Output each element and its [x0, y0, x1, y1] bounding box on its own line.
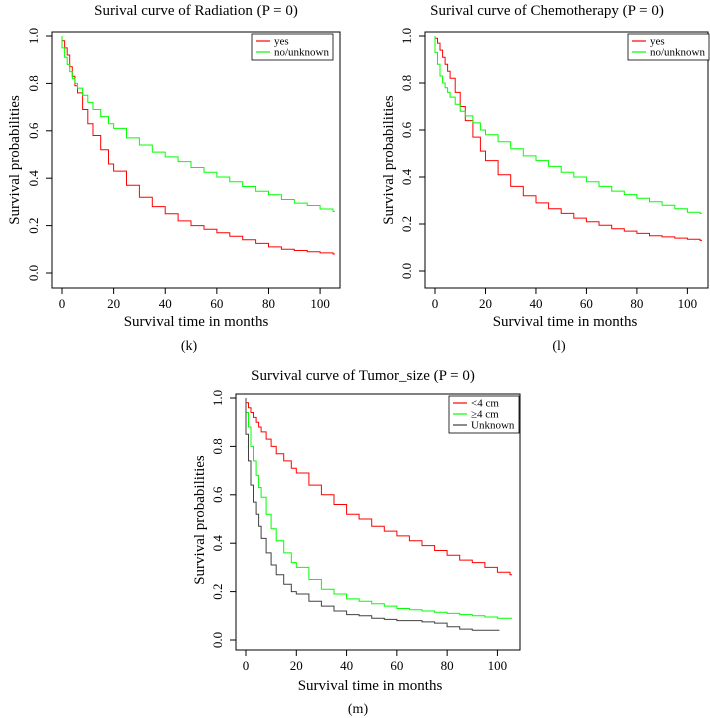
- chart-title: Surival curve of Radiation (P = 0): [94, 3, 298, 19]
- chart-title: Survival curve of Tumor_size (P = 0): [251, 368, 475, 384]
- x-axis-label: Survival time in months: [493, 314, 638, 330]
- x-tick-label: 0: [59, 296, 66, 311]
- x-tick-label: 80: [262, 296, 275, 311]
- series-line--4-cm: [245, 398, 512, 576]
- y-tick-label: 0.2: [399, 216, 414, 232]
- y-tick-label: 0.4: [399, 168, 414, 185]
- chart-marks: 0 20 40 60 80 100 0.0 0.2 0.4 0.6 0.8 1.0 yesno/unkn…: [399, 28, 710, 311]
- y-tick-label: 0.0: [399, 263, 414, 279]
- y-tick-label: 0.6: [399, 121, 414, 138]
- y-tick-label: 0.8: [210, 438, 225, 454]
- y-axis-label: Survival probabilities: [381, 95, 397, 225]
- plot-frame: [424, 31, 709, 289]
- chart-panel-chemotherapy: Surival curve of Chemotherapy (P = 0) 0 2…: [381, 3, 710, 354]
- legend-label: no/unknown: [274, 47, 330, 59]
- y-tick-label: 0.4: [210, 535, 225, 552]
- x-tick-label: 80: [630, 296, 643, 311]
- x-tick-label: 20: [107, 296, 120, 311]
- chart-panel-radiation: Surival curve of Radiation (P = 0) 0 20 40…: [7, 3, 341, 354]
- y-tick-label: 0.6: [26, 122, 41, 139]
- x-tick-label: 60: [210, 296, 223, 311]
- y-axis-label: Survival probabilities: [192, 455, 208, 585]
- series-line-yes: [61, 36, 335, 255]
- x-axis-label: Survival time in months: [298, 678, 443, 694]
- series-line-yes: [434, 36, 702, 241]
- x-tick-label: 20: [479, 296, 492, 311]
- y-tick-label: 0.4: [26, 170, 41, 187]
- x-tick-label: 100: [488, 658, 508, 673]
- series-line--4-cm: [245, 398, 512, 619]
- legend-label: ≥4 cm: [471, 409, 499, 421]
- x-axis-label: Survival time in months: [124, 314, 269, 330]
- chart-panel-tumor-size: Survival curve of Tumor_size (P = 0) 0 20…: [192, 368, 521, 717]
- y-tick-label: 1.0: [26, 28, 41, 44]
- x-tick-label: 80: [441, 658, 454, 673]
- y-tick-label: 1.0: [210, 390, 225, 406]
- x-tick-label: 20: [290, 658, 303, 673]
- chart-marks: 0 20 40 60 80 100 0.0 0.2 0.4 0.6 0.8 1.0 yesno/unkn…: [26, 28, 335, 311]
- chart-marks: 0 20 40 60 80 100 0.0 0.2 0.4 0.6 0.8 1.0 <4 cm≥4 cm…: [210, 390, 520, 673]
- y-tick-label: 0.6: [210, 486, 225, 503]
- series-line-unknown: [245, 398, 500, 631]
- y-tick-label: 0.8: [399, 75, 414, 91]
- y-axis-label: Survival probabilities: [7, 95, 23, 225]
- panel-caption: (m): [348, 702, 369, 717]
- x-tick-label: 0: [432, 296, 439, 311]
- plot-frame: [51, 31, 341, 289]
- series-line-no-unknown: [61, 36, 335, 212]
- series-line-no-unknown: [434, 36, 702, 214]
- x-tick-label: 0: [243, 658, 250, 673]
- x-tick-label: 60: [580, 296, 593, 311]
- legend-label: yes: [274, 36, 289, 48]
- y-tick-label: 1.0: [399, 28, 414, 44]
- panel-caption: (k): [181, 339, 198, 354]
- x-tick-label: 40: [340, 658, 353, 673]
- legend-box: [627, 33, 710, 61]
- y-tick-label: 0.0: [26, 265, 41, 281]
- x-tick-label: 40: [159, 296, 172, 311]
- legend-label: yes: [650, 36, 665, 48]
- legend-label: no/unknown: [650, 47, 706, 59]
- x-tick-label: 40: [529, 296, 542, 311]
- chart-title: Surival curve of Chemotherapy (P = 0): [430, 3, 664, 19]
- y-tick-label: 0.0: [210, 632, 225, 648]
- y-tick-label: 0.2: [210, 583, 225, 599]
- panel-caption: (l): [552, 339, 566, 354]
- x-tick-label: 60: [390, 658, 403, 673]
- x-tick-label: 100: [678, 296, 698, 311]
- legend-label: Unknown: [471, 420, 515, 432]
- legend-label: <4 cm: [471, 398, 499, 410]
- y-tick-label: 0.2: [26, 217, 41, 233]
- y-tick-label: 0.8: [26, 75, 41, 91]
- x-tick-label: 100: [310, 296, 330, 311]
- legend-box: [251, 33, 334, 61]
